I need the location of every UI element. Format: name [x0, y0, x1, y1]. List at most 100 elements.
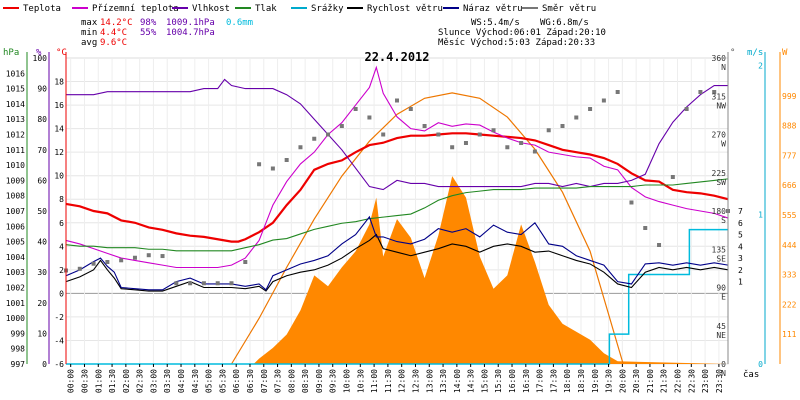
- dir-tick-label: E: [721, 293, 726, 302]
- wind-dir-point: [146, 253, 151, 258]
- stats-moon: Měsíc Východ:5:03 Západ:20:33: [438, 38, 595, 48]
- chart-title: 22.4.2012: [364, 50, 429, 64]
- deg-tick-label: 315: [712, 92, 727, 101]
- hpa-tick-label: 1010: [6, 161, 25, 170]
- x-tick-label: 05:00: [205, 369, 214, 393]
- x-tick-label: 15:30: [494, 369, 503, 393]
- x-tick-label: 10:00: [343, 369, 352, 393]
- deg-tick-label: 180: [712, 207, 727, 216]
- wind-dir-point: [574, 115, 579, 120]
- deg-tick-label: 225: [712, 169, 727, 178]
- w-tick-label: 222: [782, 300, 797, 309]
- x-tick-label: 21:30: [660, 369, 669, 393]
- temp-tick-label: 12: [54, 148, 64, 157]
- x-tick-label: 21:00: [646, 369, 655, 393]
- x-tick-label: 17:00: [536, 369, 545, 393]
- x-tick-label: 04:30: [191, 369, 200, 393]
- x-tick-label: 08:30: [301, 369, 310, 393]
- x-tick-label: 17:30: [549, 369, 558, 393]
- temp-tick-label: 4: [59, 242, 64, 251]
- x-tick-label: 19:30: [605, 369, 614, 393]
- x-tick-label: 01:00: [94, 369, 103, 393]
- wind-dir-point: [463, 141, 468, 145]
- wind-dir-point: [684, 107, 689, 111]
- x-tick-label: 14:00: [453, 369, 462, 393]
- series-teplota: [65, 132, 729, 243]
- w-tick-label: 666: [782, 181, 797, 190]
- x-tick-label: 02:30: [136, 369, 145, 393]
- wind-dir-point: [712, 90, 717, 94]
- x-tick-label: 09:00: [315, 369, 324, 393]
- legend-label: Rychlost větru: [367, 4, 443, 14]
- dir-tick-label: NE: [716, 331, 726, 340]
- wind-dir-point: [132, 255, 137, 260]
- wind-dir-point: [284, 158, 289, 162]
- temp-tick-label: 0: [59, 289, 64, 298]
- wind-dir-point: [601, 98, 606, 103]
- x-tick-label: 00:30: [80, 369, 89, 393]
- x-tick-label: 12:30: [411, 369, 420, 393]
- pct-tick-label: 100: [33, 54, 48, 63]
- stats-wg: WG:6.8m/s: [540, 18, 589, 28]
- series-přízemní-teplota: [65, 65, 729, 269]
- wind-dir-point: [491, 128, 496, 133]
- x-tick-label: 12:00: [398, 369, 407, 393]
- wind-dir-point: [215, 281, 220, 286]
- sun-curve: [230, 92, 624, 365]
- wind-dir-point: [119, 258, 124, 263]
- x-tick-label: 13:00: [425, 369, 434, 393]
- pct-tick-label: 60: [37, 176, 47, 185]
- hpa-tick-label: 1005: [6, 238, 25, 247]
- w-tick-label: 111: [782, 330, 797, 339]
- hpa-tick-label: 1003: [6, 268, 25, 277]
- wind-dir-point: [243, 260, 248, 264]
- temp-tick-label: 2: [59, 266, 64, 275]
- ms-tick-label: 2: [758, 61, 763, 70]
- dir-tick-label: NW: [716, 101, 726, 110]
- x-tick-label: 11:30: [384, 369, 393, 393]
- stats-row-label: avg: [81, 38, 97, 48]
- hpa-tick-label: 1014: [6, 100, 25, 109]
- temp-axis-label: °C: [56, 48, 67, 58]
- hpa-tick-label: 1000: [6, 314, 25, 323]
- deg-tick-label: 0: [721, 360, 726, 369]
- pct-tick-label: 30: [37, 268, 47, 277]
- x-tick-label: 07:00: [260, 369, 269, 393]
- x-tick-label: 14:30: [467, 369, 476, 393]
- hpa-tick-label: 1009: [6, 176, 25, 185]
- x-tick-label: 18:00: [563, 369, 572, 393]
- wind-dir-point: [201, 281, 206, 286]
- stats-rain: 0.6mm: [226, 18, 253, 28]
- ws-tick-label: 3: [738, 254, 743, 263]
- pct-tick-label: 0: [42, 360, 47, 369]
- wind-dir-point: [643, 226, 648, 230]
- legend-label: Vlhkost: [192, 4, 230, 14]
- wind-dir-point: [257, 162, 262, 167]
- x-tick-label: 06:30: [246, 369, 255, 393]
- x-tick-label: 10:30: [356, 369, 365, 393]
- dir-tick-label: N: [721, 63, 726, 72]
- legend-label: Tlak: [255, 4, 277, 14]
- w-tick-label: 333: [782, 271, 797, 280]
- hpa-tick-label: 997: [11, 360, 26, 369]
- wind-dir-point: [436, 132, 441, 137]
- wind-dir-point: [298, 145, 303, 150]
- wind-dir-point: [270, 166, 275, 171]
- hpa-tick-label: 1013: [6, 115, 25, 124]
- pct-axis-label: %: [36, 48, 42, 58]
- wind-dir-point: [670, 175, 675, 179]
- hpa-tick-label: 1008: [6, 192, 25, 201]
- x-tick-label: 03:30: [163, 369, 172, 393]
- pct-tick-label: 70: [37, 146, 47, 155]
- pct-tick-label: 90: [37, 85, 47, 94]
- stats-ws: WS:5.4m/s: [471, 18, 520, 28]
- x-tick-label: 15:00: [480, 369, 489, 393]
- x-tick-label: 00:00: [67, 369, 76, 393]
- legend-label: Přízemní teplota: [92, 4, 179, 14]
- x-tick-label: 22:30: [687, 369, 696, 393]
- wind-dir-point: [560, 124, 565, 128]
- wind-dir-point: [312, 136, 317, 141]
- wind-dir-point: [477, 132, 482, 137]
- legend-label: Srážky: [311, 4, 344, 14]
- wind-dir-point: [408, 107, 413, 111]
